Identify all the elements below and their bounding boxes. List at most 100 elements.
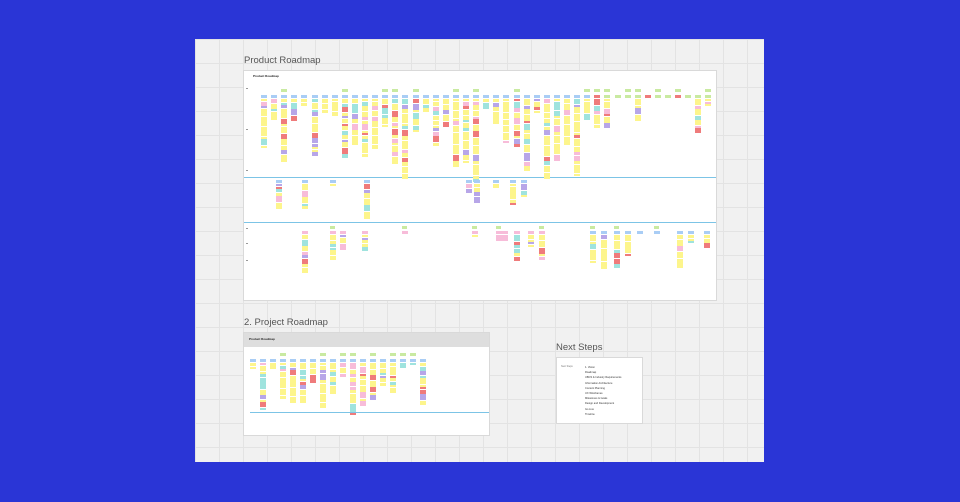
sticky-note[interactable]	[614, 235, 620, 240]
sticky-note-tag[interactable]	[341, 89, 348, 92]
sticky-note[interactable]	[473, 105, 480, 110]
sticky-note[interactable]	[260, 359, 266, 362]
sticky-note[interactable]	[442, 121, 449, 127]
sticky-note[interactable]	[539, 235, 545, 240]
sticky-note[interactable]	[452, 128, 459, 132]
sticky-note[interactable]	[360, 379, 366, 382]
sticky-note[interactable]	[250, 359, 256, 362]
sticky-note[interactable]	[543, 161, 550, 165]
sticky-note[interactable]	[382, 108, 389, 114]
sticky-note[interactable]	[483, 99, 490, 102]
sticky-note[interactable]	[402, 162, 409, 166]
sticky-note[interactable]	[392, 162, 399, 164]
sticky-note[interactable]	[330, 385, 336, 391]
sticky-note[interactable]	[442, 114, 449, 117]
sticky-note[interactable]	[695, 109, 702, 115]
sticky-note[interactable]	[350, 397, 356, 403]
sticky-note[interactable]	[513, 124, 520, 128]
sticky-note[interactable]	[553, 95, 560, 98]
sticky-note[interactable]	[553, 135, 560, 138]
sticky-note[interactable]	[543, 172, 550, 179]
sticky-note[interactable]	[320, 363, 326, 365]
sticky-note[interactable]	[521, 195, 527, 197]
sticky-note[interactable]	[290, 396, 296, 401]
sticky-note[interactable]	[340, 235, 346, 237]
sticky-note[interactable]	[362, 231, 368, 234]
sticky-note[interactable]	[503, 119, 510, 123]
sticky-note[interactable]	[452, 101, 459, 107]
sticky-note[interactable]	[300, 363, 306, 369]
sticky-note[interactable]	[564, 103, 570, 110]
sticky-note[interactable]	[362, 99, 368, 101]
sticky-note[interactable]	[302, 184, 308, 190]
sticky-note[interactable]	[382, 118, 389, 124]
sticky-note[interactable]	[362, 124, 368, 130]
sticky-note[interactable]	[311, 121, 318, 123]
sticky-note[interactable]	[493, 184, 499, 188]
sticky-note[interactable]	[291, 102, 298, 109]
sticky-note[interactable]	[360, 398, 366, 401]
sticky-note[interactable]	[432, 125, 439, 128]
sticky-note[interactable]	[402, 173, 409, 179]
sticky-note[interactable]	[302, 235, 308, 239]
sticky-note[interactable]	[390, 375, 396, 378]
sticky-note[interactable]	[370, 395, 376, 400]
sticky-note[interactable]	[442, 99, 449, 104]
sticky-note[interactable]	[677, 231, 683, 234]
sticky-note[interactable]	[523, 133, 530, 139]
sticky-note[interactable]	[351, 113, 358, 119]
sticky-note[interactable]	[432, 99, 439, 101]
sticky-note[interactable]	[625, 231, 631, 234]
sticky-note[interactable]	[473, 124, 480, 131]
sticky-note[interactable]	[320, 380, 326, 383]
sticky-note[interactable]	[351, 130, 358, 135]
sticky-note[interactable]	[463, 147, 469, 149]
sticky-note[interactable]	[370, 387, 376, 392]
sticky-note[interactable]	[261, 113, 267, 116]
sticky-note[interactable]	[523, 130, 530, 133]
sticky-note[interactable]	[503, 101, 510, 108]
sticky-note[interactable]	[474, 184, 480, 187]
sticky-note[interactable]	[432, 111, 439, 115]
sticky-note[interactable]	[493, 102, 500, 107]
sticky-note[interactable]	[533, 95, 540, 98]
sticky-note[interactable]	[392, 135, 399, 138]
sticky-note[interactable]	[553, 138, 560, 143]
sticky-note[interactable]	[466, 180, 472, 183]
sticky-note[interactable]	[432, 123, 439, 125]
sticky-note[interactable]	[392, 152, 399, 156]
sticky-note[interactable]	[604, 95, 611, 98]
sticky-note[interactable]	[574, 161, 581, 164]
sticky-note[interactable]	[341, 135, 348, 139]
sticky-note[interactable]	[372, 114, 379, 116]
sticky-note[interactable]	[362, 139, 368, 142]
sticky-note[interactable]	[302, 255, 308, 258]
sticky-note[interactable]	[372, 132, 379, 135]
sticky-note[interactable]	[310, 372, 316, 374]
sticky-note[interactable]	[412, 103, 419, 110]
sticky-note[interactable]	[380, 378, 386, 382]
sticky-note[interactable]	[553, 118, 560, 121]
sticky-note[interactable]	[473, 164, 480, 170]
sticky-note[interactable]	[452, 110, 459, 113]
sticky-note[interactable]	[502, 231, 508, 234]
sticky-note[interactable]	[688, 235, 694, 238]
sticky-note[interactable]	[594, 124, 601, 128]
sticky-note[interactable]	[553, 116, 560, 118]
sticky-note[interactable]	[364, 198, 370, 205]
sticky-note[interactable]	[514, 241, 520, 245]
sticky-note[interactable]	[574, 152, 581, 155]
sticky-note[interactable]	[474, 192, 480, 196]
sticky-note[interactable]	[474, 187, 480, 192]
sticky-note[interactable]	[360, 376, 366, 379]
sticky-note[interactable]	[614, 231, 620, 234]
sticky-note[interactable]	[528, 231, 534, 234]
sticky-note[interactable]	[320, 359, 326, 362]
sticky-note[interactable]	[412, 110, 419, 112]
sticky-note[interactable]	[432, 142, 439, 146]
sticky-note[interactable]	[553, 149, 560, 154]
sticky-note[interactable]	[574, 135, 581, 138]
sticky-note[interactable]	[340, 243, 346, 250]
sticky-note[interactable]	[402, 149, 409, 153]
sticky-note[interactable]	[594, 99, 601, 105]
